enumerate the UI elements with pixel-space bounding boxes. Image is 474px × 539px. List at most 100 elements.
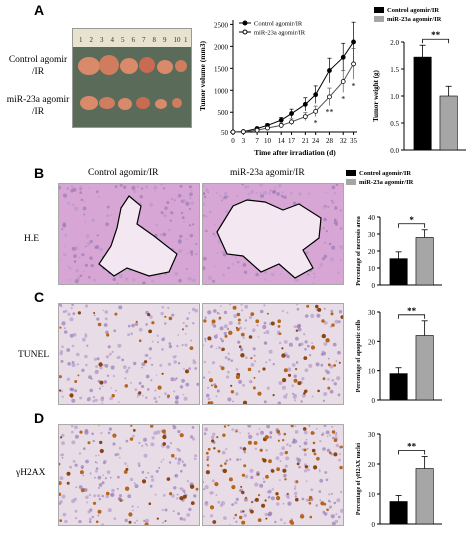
column-label-mir23a: miR-23a agomir/IR bbox=[230, 168, 305, 178]
tumor-weight-chart: 0.0 0.5 1.0 1.5 2.0 Tumor weight (g) ** Control… bbox=[372, 7, 466, 155]
row-label-control: Control agomir/IR bbox=[4, 54, 72, 78]
stain-label-tunel: TUNEL bbox=[18, 350, 50, 360]
mir23a-tumors bbox=[80, 96, 182, 110]
y-tick-label: 0 bbox=[372, 282, 376, 290]
ruler-number: 4 bbox=[111, 36, 115, 44]
ruler-number: 10 bbox=[174, 36, 182, 44]
significance-bracket bbox=[422, 38, 450, 44]
row-label-mir23a: miR-23a agomir/IR bbox=[4, 94, 72, 118]
y-tick-label: 1.5 bbox=[390, 66, 399, 74]
legend-label: Control agomir/IR bbox=[254, 21, 303, 28]
x-tick-label: 0 bbox=[231, 137, 235, 145]
y-tick-label: 2500 bbox=[214, 21, 229, 29]
x-tick-label: 21 bbox=[302, 137, 310, 145]
bar bbox=[415, 468, 434, 525]
y-tick-label: 30 bbox=[368, 231, 376, 239]
legend-swatch bbox=[346, 179, 356, 185]
y-tick-label: 30 bbox=[368, 309, 376, 317]
data-point bbox=[240, 129, 246, 135]
h2ax-image-mir23a bbox=[202, 424, 344, 526]
ruler-number: 6 bbox=[132, 36, 136, 44]
ruler-numbers: 1 2 3 4 5 6 7 8 9 10 1 bbox=[79, 36, 188, 44]
y-tick-label: 1000 bbox=[214, 87, 229, 95]
panel-letter-d: D bbox=[34, 410, 45, 426]
stain-label-h2ax: γH2AX bbox=[16, 468, 46, 478]
y-tick-label: 10 bbox=[368, 265, 376, 273]
significance-mark: ** bbox=[407, 442, 417, 452]
ruler-number: 7 bbox=[142, 36, 146, 44]
y-axis-label: Percentage of necrosis area bbox=[356, 216, 362, 285]
legend-label: Control agomir/IR bbox=[387, 7, 439, 14]
tumor-photo: 1 2 3 4 5 6 7 8 9 10 1 bbox=[72, 28, 192, 128]
significance-mark: * bbox=[314, 119, 318, 128]
bar bbox=[389, 501, 408, 525]
y-tick-label: 10 bbox=[368, 368, 376, 376]
apoptotic-chart: 0 10 20 30 Percentage of apoptotic cells ** bbox=[356, 306, 442, 405]
panel-letter-c: C bbox=[34, 289, 45, 305]
bar bbox=[415, 237, 434, 286]
ruler-number: 3 bbox=[100, 36, 104, 44]
tunel-image-mir23a bbox=[202, 303, 344, 405]
stain-label-he: H.E bbox=[24, 234, 40, 244]
row-label-line: miR-23a agomir bbox=[6, 95, 70, 105]
data-point bbox=[351, 61, 356, 67]
legend-label: miR-23a agomir/IR bbox=[387, 16, 442, 23]
data-point bbox=[340, 79, 346, 84]
bar bbox=[413, 56, 432, 151]
data-point bbox=[278, 123, 284, 128]
legend-swatch bbox=[346, 170, 356, 176]
x-tick-label: 14 bbox=[278, 137, 286, 145]
data-point bbox=[351, 39, 356, 45]
significance-bracket bbox=[398, 314, 426, 319]
legend-label: miR-23a agomir/IR bbox=[359, 179, 414, 186]
data-point bbox=[289, 111, 294, 116]
y-tick-label: 500 bbox=[218, 109, 229, 117]
y-tick-label: 50 bbox=[221, 129, 229, 137]
y-tick-label: 20 bbox=[368, 248, 376, 256]
h2ax-image-control bbox=[58, 424, 200, 526]
data-point bbox=[340, 54, 346, 60]
significance-mark: * bbox=[409, 215, 414, 225]
y-tick-label: 30 bbox=[368, 431, 376, 439]
y-axis-label: Tumor volume (mm3) bbox=[198, 41, 207, 112]
ruler-number: 5 bbox=[121, 36, 125, 44]
x-tick-label: 17 bbox=[288, 137, 296, 145]
legend-label: Control agomir/IR bbox=[359, 170, 411, 177]
data-point bbox=[313, 108, 319, 114]
panel-letter-a: A bbox=[34, 2, 45, 18]
data-point bbox=[302, 114, 308, 120]
y-tick-label: 0.0 bbox=[390, 147, 399, 155]
significance-mark: ** bbox=[325, 108, 333, 117]
he-image-control bbox=[58, 183, 200, 285]
y-tick-label: 40 bbox=[368, 214, 376, 222]
y-tick-label: 2.0 bbox=[390, 39, 399, 47]
h2ax-chart: 0 10 20 30 Percentage of γH2AX nuclei ** bbox=[356, 431, 442, 529]
data-point bbox=[313, 92, 319, 98]
significance-mark: * bbox=[341, 94, 345, 103]
y-axis-label: Percentage of γH2AX nuclei bbox=[356, 443, 362, 516]
significance-bracket bbox=[398, 450, 426, 455]
x-tick-label: 32 bbox=[340, 137, 348, 145]
y-tick-label: 2000 bbox=[214, 43, 229, 51]
ruler-number: 8 bbox=[153, 36, 157, 44]
ruler-number: 2 bbox=[90, 36, 94, 44]
significance-bracket bbox=[398, 223, 426, 228]
data-point bbox=[302, 101, 308, 107]
data-point bbox=[230, 129, 236, 135]
control-tumors bbox=[78, 55, 187, 75]
x-axis-label: Time after irradiation (d) bbox=[254, 148, 336, 157]
he-image-mir23a bbox=[202, 183, 344, 285]
y-tick-label: 0.5 bbox=[390, 120, 399, 128]
bar bbox=[439, 95, 458, 151]
y-tick-label: 20 bbox=[368, 461, 376, 469]
bar bbox=[389, 373, 408, 401]
ruler bbox=[73, 29, 191, 47]
y-tick-label: 0 bbox=[372, 397, 376, 405]
y-tick-label: 1.0 bbox=[390, 93, 399, 101]
x-tick-label: 35 bbox=[350, 137, 358, 145]
significance-mark: * bbox=[352, 81, 356, 90]
legend-swatch bbox=[374, 16, 384, 22]
y-axis-label: Percentage of apoptotic cells bbox=[356, 319, 362, 392]
data-point bbox=[265, 125, 270, 131]
